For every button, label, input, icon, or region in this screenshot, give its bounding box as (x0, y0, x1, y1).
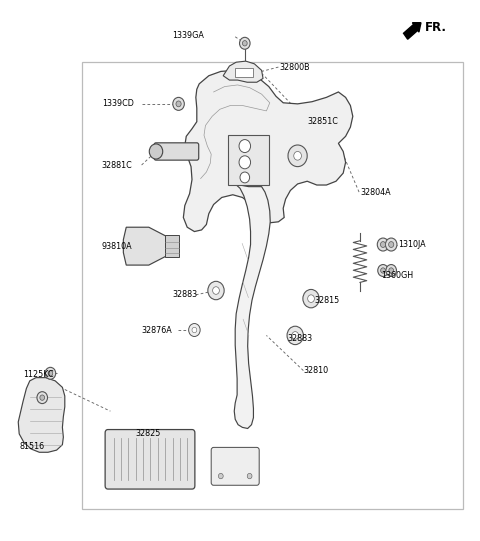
Bar (235, 68, 253, 77)
Bar (165, 235, 179, 257)
FancyBboxPatch shape (154, 143, 199, 160)
Text: FR.: FR. (425, 21, 447, 34)
Circle shape (377, 238, 389, 251)
Text: 1360GH: 1360GH (382, 272, 414, 280)
Circle shape (389, 268, 394, 273)
Circle shape (48, 371, 53, 376)
FancyArrow shape (404, 23, 421, 39)
Text: 93810A: 93810A (102, 242, 132, 250)
Circle shape (308, 295, 314, 302)
Text: 1125KC: 1125KC (23, 370, 54, 379)
Circle shape (242, 41, 247, 46)
Text: 32876A: 32876A (142, 326, 172, 334)
Text: 32800B: 32800B (279, 63, 310, 71)
Text: 1310JA: 1310JA (398, 240, 426, 249)
Bar (82, 62, 463, 509)
Text: 32804A: 32804A (360, 188, 391, 196)
Circle shape (389, 242, 394, 247)
Circle shape (176, 101, 181, 107)
Circle shape (45, 367, 56, 379)
Circle shape (208, 281, 224, 300)
Circle shape (303, 289, 319, 308)
Circle shape (294, 151, 301, 160)
Text: 32851C: 32851C (307, 117, 338, 126)
Text: 32883: 32883 (173, 291, 198, 299)
Circle shape (292, 332, 299, 339)
FancyBboxPatch shape (211, 447, 259, 485)
Circle shape (288, 145, 307, 167)
Circle shape (192, 327, 197, 333)
Circle shape (378, 265, 388, 276)
Polygon shape (18, 378, 65, 452)
Circle shape (149, 144, 163, 159)
FancyBboxPatch shape (105, 430, 195, 489)
Circle shape (385, 238, 397, 251)
Circle shape (173, 97, 184, 110)
Polygon shape (230, 183, 270, 428)
Circle shape (218, 473, 223, 479)
Text: 32825: 32825 (135, 430, 161, 438)
Circle shape (213, 287, 219, 294)
Circle shape (239, 156, 251, 169)
Circle shape (381, 268, 385, 273)
Circle shape (189, 324, 200, 337)
Circle shape (240, 37, 250, 49)
Circle shape (386, 265, 396, 276)
Polygon shape (183, 70, 353, 232)
Circle shape (37, 392, 48, 404)
Text: 1339CD: 1339CD (102, 100, 133, 108)
Circle shape (247, 473, 252, 479)
Circle shape (287, 326, 303, 345)
Circle shape (381, 242, 385, 247)
Circle shape (240, 172, 250, 183)
Text: 81516: 81516 (19, 442, 44, 451)
Text: 32883: 32883 (287, 334, 312, 342)
Polygon shape (123, 227, 167, 265)
Circle shape (239, 140, 251, 153)
Polygon shape (228, 135, 269, 185)
Text: 32810: 32810 (303, 366, 328, 375)
Circle shape (40, 395, 45, 400)
Text: 1339GA: 1339GA (172, 31, 204, 40)
Text: 32815: 32815 (314, 296, 340, 305)
Polygon shape (223, 61, 263, 82)
Text: 32881C: 32881C (102, 161, 132, 169)
